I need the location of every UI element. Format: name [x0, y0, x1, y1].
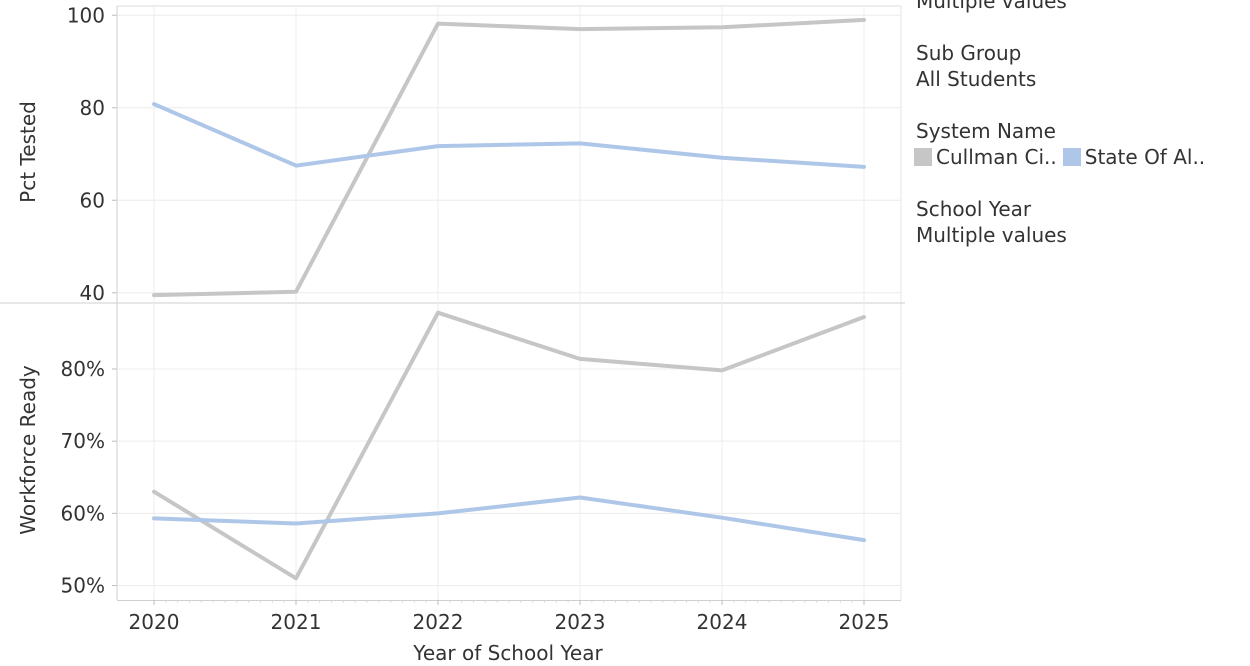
legend-label-state: State Of Al.. — [1084, 145, 1206, 169]
legend-label-cullman: Cullman Ci.. — [936, 145, 1057, 169]
filter-school-year-label: School Year — [916, 197, 1032, 221]
filter-school-year-value: Multiple values — [916, 223, 1067, 247]
series-line-state-panel-2[interactable] — [152, 495, 866, 543]
filter-sub-group[interactable]: Sub Group All Students — [914, 40, 1250, 92]
legend-entry-cullman[interactable]: Cullman Ci.. — [914, 144, 1057, 170]
gridlines — [117, 6, 901, 600]
x-tick-label-2023: 2023 — [555, 610, 606, 634]
legend-swatch-cullman — [914, 148, 932, 166]
legend-system-name: System Name Cullman Ci.. State Of Al.. — [914, 118, 1250, 170]
y-tick-label-60: 60 — [80, 188, 105, 212]
legend-panel: Multiple values Sub Group All Students S… — [914, 0, 1250, 274]
series-lines — [152, 17, 866, 581]
y-tick-label-100: 100 — [67, 3, 105, 27]
legend-entries: Cullman Ci.. State Of Al.. — [914, 144, 1250, 170]
y-tick-label-80%: 80% — [61, 357, 105, 381]
filter-school-year[interactable]: School Year Multiple values — [914, 196, 1250, 248]
y-tick-label-70%: 70% — [61, 429, 105, 453]
x-tick-label-2021: 2021 — [271, 610, 322, 634]
tick-labels: 2020 2021 2022 2023 2024 2025 40 60 80 100 50% 60% 7… — [61, 3, 890, 634]
x-tick-label-2020: 2020 — [129, 610, 180, 634]
series-line-cullman-panel-2[interactable] — [152, 310, 866, 581]
filter-sub-group-label: Sub Group — [916, 41, 1022, 65]
legend-system-name-label: System Name — [916, 119, 1056, 143]
series-line-state-panel-1[interactable] — [152, 102, 866, 169]
y-tick-label-40: 40 — [80, 281, 105, 305]
legend-swatch-state — [1062, 148, 1081, 166]
y-tick-label-60%: 60% — [61, 501, 105, 525]
y-axis-title-pct-tested: Pct Tested — [16, 101, 40, 203]
filter-top-value: Multiple values — [916, 0, 1067, 13]
y-axis-title-workforce-ready: Workforce Ready — [16, 365, 40, 535]
legend-entry-state[interactable]: State Of Al.. — [1062, 144, 1206, 170]
y-tick-label-80: 80 — [80, 96, 105, 120]
filter-sub-group-value: All Students — [916, 67, 1037, 91]
y-tick-label-50%: 50% — [61, 574, 105, 598]
chart-frame — [0, 5, 905, 605]
x-tick-label-2024: 2024 — [697, 610, 748, 634]
x-axis-title: Year of School Year — [412, 641, 603, 665]
series-line-cullman-panel-1[interactable] — [152, 17, 866, 298]
filter-top: Multiple values — [914, 0, 1250, 14]
x-tick-label-2025: 2025 — [839, 610, 890, 634]
x-tick-label-2022: 2022 — [413, 610, 464, 634]
chart: 2020 2021 2022 2023 2024 2025 40 60 80 100 50% 60% 7… — [0, 3, 905, 665]
